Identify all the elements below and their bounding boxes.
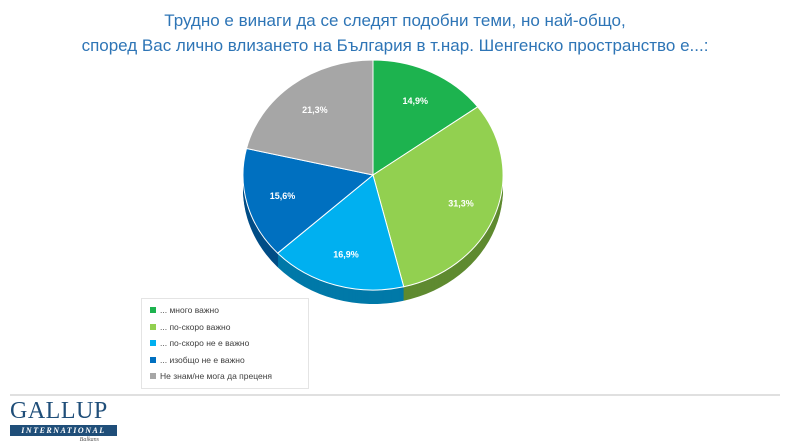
legend-swatch	[150, 307, 156, 314]
legend-item: ... по-скоро не е важно	[142, 335, 308, 352]
pie-slice	[372, 59, 479, 176]
legend-item: ... много важно	[142, 302, 308, 319]
legend-label: ... много важно	[160, 305, 219, 316]
title-line-2: според Вас лично влизането на България в…	[81, 36, 709, 55]
legend-item: ... изобщо не е важно	[142, 352, 308, 369]
legend-item: Не знам/не мога да преценя	[142, 368, 308, 385]
title-line-1: Трудно е винаги да се следят подобни тем…	[164, 11, 626, 30]
pie-slice	[242, 147, 375, 254]
data-label: 16,9%	[333, 249, 359, 259]
legend-swatch	[150, 323, 156, 330]
pie-slice	[276, 174, 405, 291]
data-label: 15,6%	[270, 191, 296, 201]
legend: ... много важно ... по-скоро важно ... по-…	[141, 298, 309, 389]
logo-sub: INTERNATIONAL	[10, 425, 117, 436]
gallup-logo: GALLUP INTERNATIONAL Balkans	[10, 398, 117, 444]
data-label: 31,3%	[448, 198, 474, 208]
legend-item: ... по-скоро важно	[142, 319, 308, 336]
divider	[10, 394, 780, 396]
legend-swatch	[150, 373, 156, 380]
legend-label: Не знам/не мога да преценя	[160, 371, 273, 382]
logo-region: Balkans	[79, 437, 99, 443]
data-label: 14,9%	[402, 96, 428, 106]
pie-slice	[245, 59, 374, 176]
legend-label: ... по-скоро важно	[160, 321, 231, 332]
legend-swatch	[150, 340, 156, 347]
legend-swatch	[150, 356, 156, 363]
pie-slice	[372, 106, 504, 288]
logo-name: GALLUP	[10, 398, 108, 424]
legend-label: ... изобщо не е важно	[160, 354, 245, 365]
chart-title: Трудно е винаги да се следят подобни тем…	[0, 8, 790, 58]
legend-label: ... по-скоро не е важно	[160, 338, 250, 349]
data-label: 21,3%	[302, 105, 328, 115]
